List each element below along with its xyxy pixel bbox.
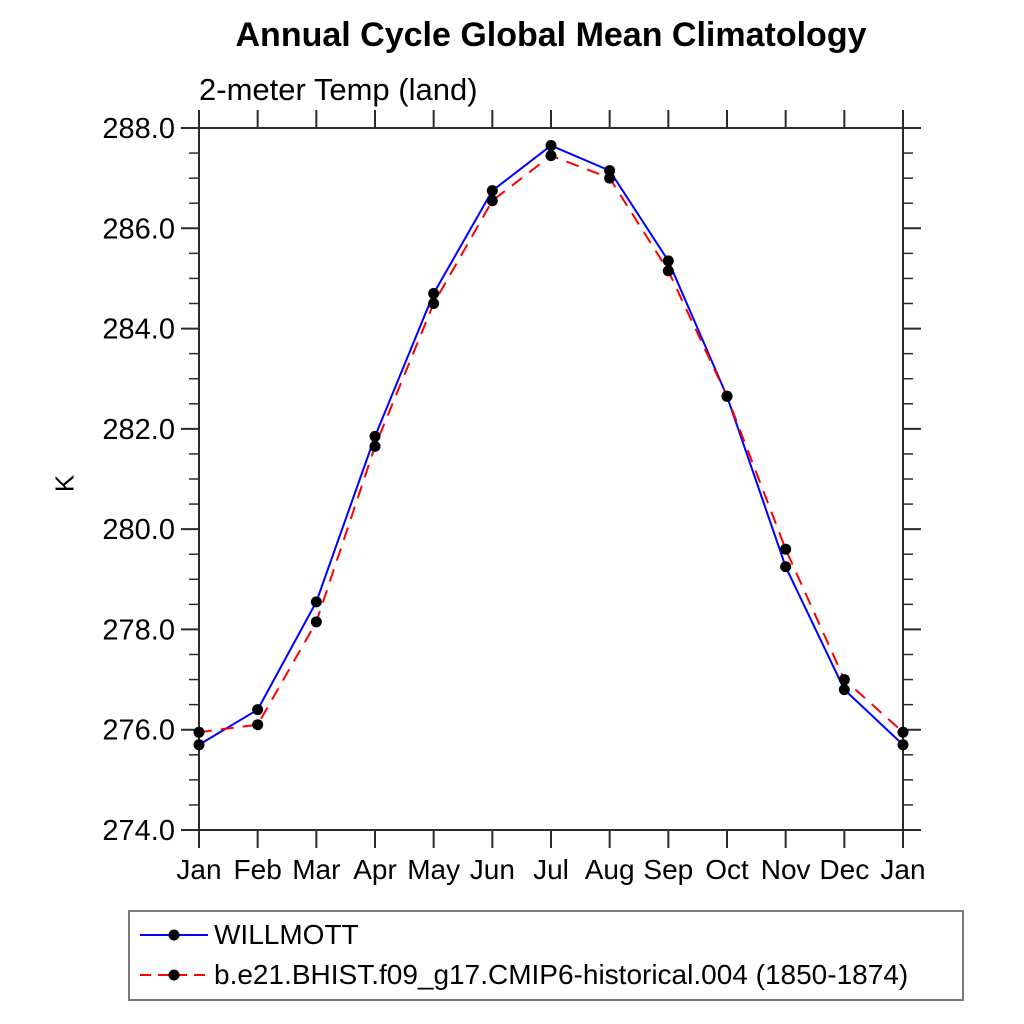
data-point-marker-s0	[897, 739, 909, 751]
data-point-marker-s0	[780, 561, 792, 573]
data-point-marker-s0	[545, 140, 557, 152]
y-tick-label: 276.0	[102, 715, 175, 747]
x-tick-label: May	[407, 854, 460, 885]
data-point-marker-s0	[662, 255, 674, 267]
data-point-marker-s0	[486, 185, 498, 197]
data-point-marker-s1	[486, 195, 498, 207]
legend-entry-willmott: WILLMOTT	[138, 915, 359, 955]
x-tick-label: Nov	[761, 854, 811, 885]
legend-entry-model: b.e21.BHIST.f09_g17.CMIP6-historical.004…	[138, 955, 908, 995]
legend-sample-willmott-line-icon	[140, 929, 208, 941]
data-point-marker-s0	[193, 739, 205, 751]
y-tick-label: 282.0	[102, 414, 175, 446]
y-tick-label: 286.0	[102, 213, 175, 245]
x-tick-label: Jan	[880, 854, 925, 885]
x-tick-label: Oct	[705, 854, 749, 885]
legend-label-willmott: WILLMOTT	[214, 919, 359, 950]
data-point-marker-s0	[369, 430, 381, 442]
legend-label-model: b.e21.BHIST.f09_g17.CMIP6-historical.004…	[214, 959, 909, 990]
data-point-marker-s0	[604, 165, 616, 177]
y-tick-label: 278.0	[102, 614, 175, 646]
x-tick-label: Apr	[353, 854, 397, 885]
data-point-marker-s1	[193, 726, 205, 738]
series-line-0	[198, 144, 904, 746]
data-point-marker-s0	[428, 287, 440, 299]
data-point-marker-s1	[721, 390, 733, 402]
data-point-marker-s0	[310, 596, 322, 608]
chart-subtitle: 2-meter Temp (land)	[199, 72, 478, 107]
x-tick-label: Sep	[643, 854, 693, 885]
data-point-marker-s1	[604, 172, 616, 184]
data-point-marker-s0	[838, 684, 850, 696]
x-tick-label: Feb	[234, 854, 282, 885]
data-point-marker-s0	[252, 704, 264, 716]
x-tick-label: Dec	[819, 854, 869, 885]
y-tick-label: 280.0	[102, 514, 175, 546]
data-point-marker-s1	[838, 674, 850, 686]
y-tick-label: 288.0	[102, 113, 175, 145]
plot-frame	[198, 127, 904, 831]
y-tick-label: 274.0	[102, 815, 175, 847]
x-tick-label: Jan	[176, 854, 221, 885]
x-tick-label: Mar	[292, 854, 340, 885]
legend-box: WILLMOTT b.e21.BHIST.f09_g17.CMIP6-histo…	[128, 910, 964, 1001]
x-tick-label: Aug	[585, 854, 635, 885]
legend-sample-model-line-icon	[140, 969, 208, 981]
chart-title: Annual Cycle Global Mean Climatology	[235, 16, 867, 54]
data-point-marker-s1	[780, 543, 792, 555]
data-point-marker-s1	[310, 616, 322, 628]
data-point-marker-s1	[252, 719, 264, 731]
x-tick-label: Jul	[533, 854, 569, 885]
data-point-marker-s1	[369, 440, 381, 452]
data-point-marker-s1	[897, 726, 909, 738]
data-point-marker-s1	[428, 298, 440, 309]
y-tick-label: 284.0	[102, 314, 175, 346]
x-tick-label: Jun	[470, 854, 515, 885]
series-line-1	[198, 154, 904, 734]
data-point-marker-s1	[662, 265, 674, 277]
data-point-marker-s1	[545, 150, 557, 162]
